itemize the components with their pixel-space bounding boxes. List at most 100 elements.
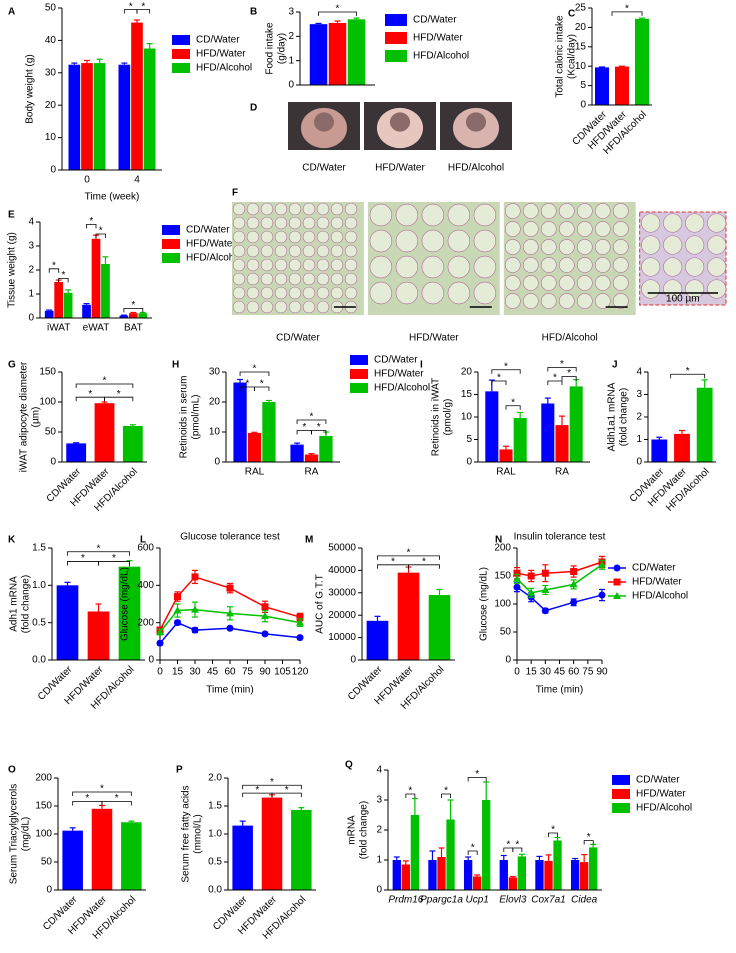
cell-pattern — [641, 213, 727, 299]
significance-star: * — [302, 422, 306, 433]
cell — [288, 230, 302, 244]
y-tick-label: 2 — [376, 825, 382, 836]
significance-star: * — [88, 389, 92, 400]
y-tick-label: 1.0 — [32, 580, 46, 591]
series-line — [159, 608, 301, 633]
cell — [447, 281, 471, 305]
y-axis-label: (µm) — [31, 407, 42, 428]
error-bar — [134, 19, 140, 23]
bar — [101, 264, 110, 318]
significance-bracket — [67, 551, 130, 556]
bar — [233, 382, 247, 462]
panel-letter: C — [568, 9, 575, 20]
x-tick-label: RAL — [245, 467, 265, 478]
y-axis-label: (pmol/g) — [443, 399, 454, 436]
point — [226, 584, 234, 592]
cell — [316, 272, 330, 286]
cell — [344, 272, 358, 286]
significance-star: * — [553, 373, 557, 384]
cell — [576, 257, 593, 273]
x-tick-label: eWAT — [83, 323, 110, 334]
bar — [304, 454, 319, 462]
significance-star: * — [129, 1, 133, 12]
legend-swatch — [385, 32, 407, 44]
legend-swatch — [385, 50, 407, 62]
significance-star: * — [115, 793, 119, 804]
y-tick-label: 2.0 — [208, 773, 222, 784]
error-bar — [315, 22, 322, 25]
cell — [594, 275, 611, 291]
y-tick-label: 40000 — [328, 565, 356, 576]
bar — [513, 417, 527, 462]
significance-star: * — [85, 793, 89, 804]
legend-swatch — [172, 63, 190, 73]
bar — [91, 238, 101, 318]
bar — [128, 313, 138, 318]
y-axis-label: (fold change) — [21, 575, 32, 633]
cell — [274, 230, 288, 244]
y-tick-label: 20000 — [328, 610, 356, 621]
cell — [576, 203, 593, 219]
bar — [68, 64, 81, 170]
cell — [344, 244, 358, 258]
cell — [274, 202, 288, 216]
bar — [261, 797, 283, 890]
y-tick-label: 5 — [580, 80, 586, 91]
bar — [437, 857, 446, 890]
cell — [274, 216, 288, 230]
cell-pattern — [369, 203, 497, 305]
bar — [56, 585, 79, 660]
significance-bracket — [405, 793, 416, 798]
error-bar — [438, 847, 445, 857]
cell — [232, 258, 246, 272]
bar — [569, 386, 583, 462]
legend-label: HFD/Water — [632, 577, 682, 588]
significance-star: * — [99, 226, 103, 237]
y-tick-label: 0 — [288, 80, 294, 91]
y-axis-label: Total caloric intake — [555, 15, 566, 98]
significance-star: * — [61, 270, 65, 281]
error-bar — [436, 588, 443, 596]
error-bar — [374, 615, 381, 621]
error-bar — [95, 603, 102, 612]
bar — [410, 815, 420, 890]
bar — [473, 876, 482, 890]
y-tick-label: 50000 — [328, 543, 356, 554]
cell — [421, 281, 445, 305]
y-tick-label: 600 — [137, 543, 154, 554]
cell — [316, 202, 330, 216]
significance-bracket — [242, 784, 302, 790]
bar — [674, 433, 690, 462]
error-bar — [265, 399, 272, 402]
cell — [288, 300, 302, 314]
legend-swatch — [612, 775, 630, 785]
y-tick-label: 0 — [505, 655, 511, 666]
y-axis-label: Serum free fatty acids — [181, 785, 192, 882]
x-tick-label: 75 — [242, 667, 254, 678]
significance-star: * — [141, 1, 145, 12]
bar — [328, 22, 347, 85]
y-tick-label: 15 — [461, 389, 473, 400]
point — [296, 618, 304, 626]
significance-bracket — [75, 383, 134, 388]
cell — [246, 300, 260, 314]
cell — [232, 202, 246, 216]
bar — [232, 825, 253, 890]
significance-bracket — [72, 791, 132, 796]
error-bar — [503, 445, 509, 450]
bar — [392, 860, 401, 890]
error-bar — [83, 303, 90, 305]
cell — [594, 257, 611, 273]
significance-star: * — [89, 216, 93, 227]
cell — [232, 244, 246, 258]
cell — [504, 275, 521, 291]
error-bar — [573, 379, 580, 387]
significance-star: * — [567, 368, 571, 379]
y-axis-label: (mg/dL) — [21, 817, 32, 851]
photo-tissue-center — [389, 112, 411, 132]
significance-star: * — [245, 379, 249, 390]
significance-bracket — [296, 419, 327, 424]
significance-bracket — [239, 371, 270, 376]
y-tick-label: 150 — [35, 801, 52, 812]
y-axis-label: Serum Triacylglycerols — [9, 784, 20, 885]
